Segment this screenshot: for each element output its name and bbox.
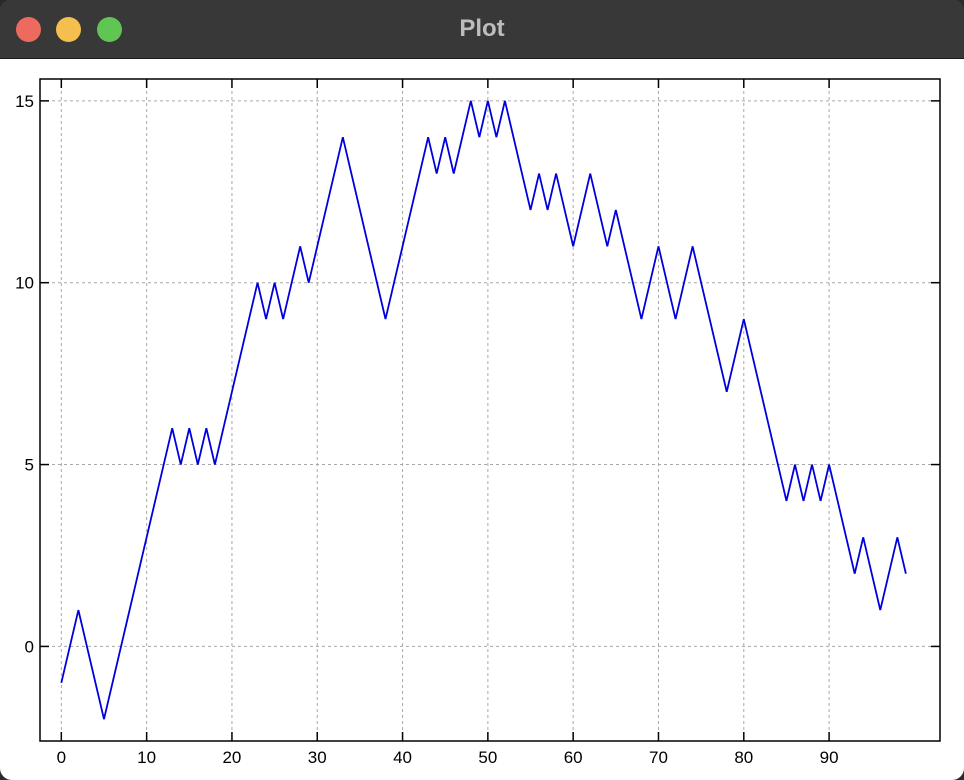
plot-area: 0 10 20 30 40 50 60 70 80 90 0 5 10 15 bbox=[0, 59, 964, 780]
x-tick-label-9: 90 bbox=[820, 748, 839, 767]
y-tick-label-1: 5 bbox=[25, 456, 34, 475]
line-chart: 0 10 20 30 40 50 60 70 80 90 0 5 10 15 bbox=[15, 78, 941, 767]
y-tick-label-2: 10 bbox=[15, 274, 34, 293]
y-tick-label-0: 0 bbox=[25, 637, 34, 656]
x-tick-label-8: 80 bbox=[734, 748, 753, 767]
y-tick-label-3: 15 bbox=[15, 92, 34, 111]
x-tick-label-7: 70 bbox=[649, 748, 668, 767]
window-title: Plot bbox=[459, 15, 505, 42]
zoom-window-button[interactable] bbox=[97, 17, 122, 42]
x-tick-label-2: 20 bbox=[222, 748, 241, 767]
x-tick-label-0: 0 bbox=[57, 748, 66, 767]
x-tick-label-1: 10 bbox=[137, 748, 156, 767]
series-line-0 bbox=[60, 100, 907, 720]
x-tick-label-4: 40 bbox=[393, 748, 412, 767]
plot-frame bbox=[39, 78, 941, 742]
title-bar[interactable]: Plot bbox=[0, 0, 964, 59]
minimize-window-button[interactable] bbox=[56, 17, 81, 42]
x-tick-label-6: 60 bbox=[564, 748, 583, 767]
close-window-button[interactable] bbox=[16, 17, 41, 42]
x-tick-label-5: 50 bbox=[478, 748, 497, 767]
x-tick-label-3: 30 bbox=[308, 748, 327, 767]
